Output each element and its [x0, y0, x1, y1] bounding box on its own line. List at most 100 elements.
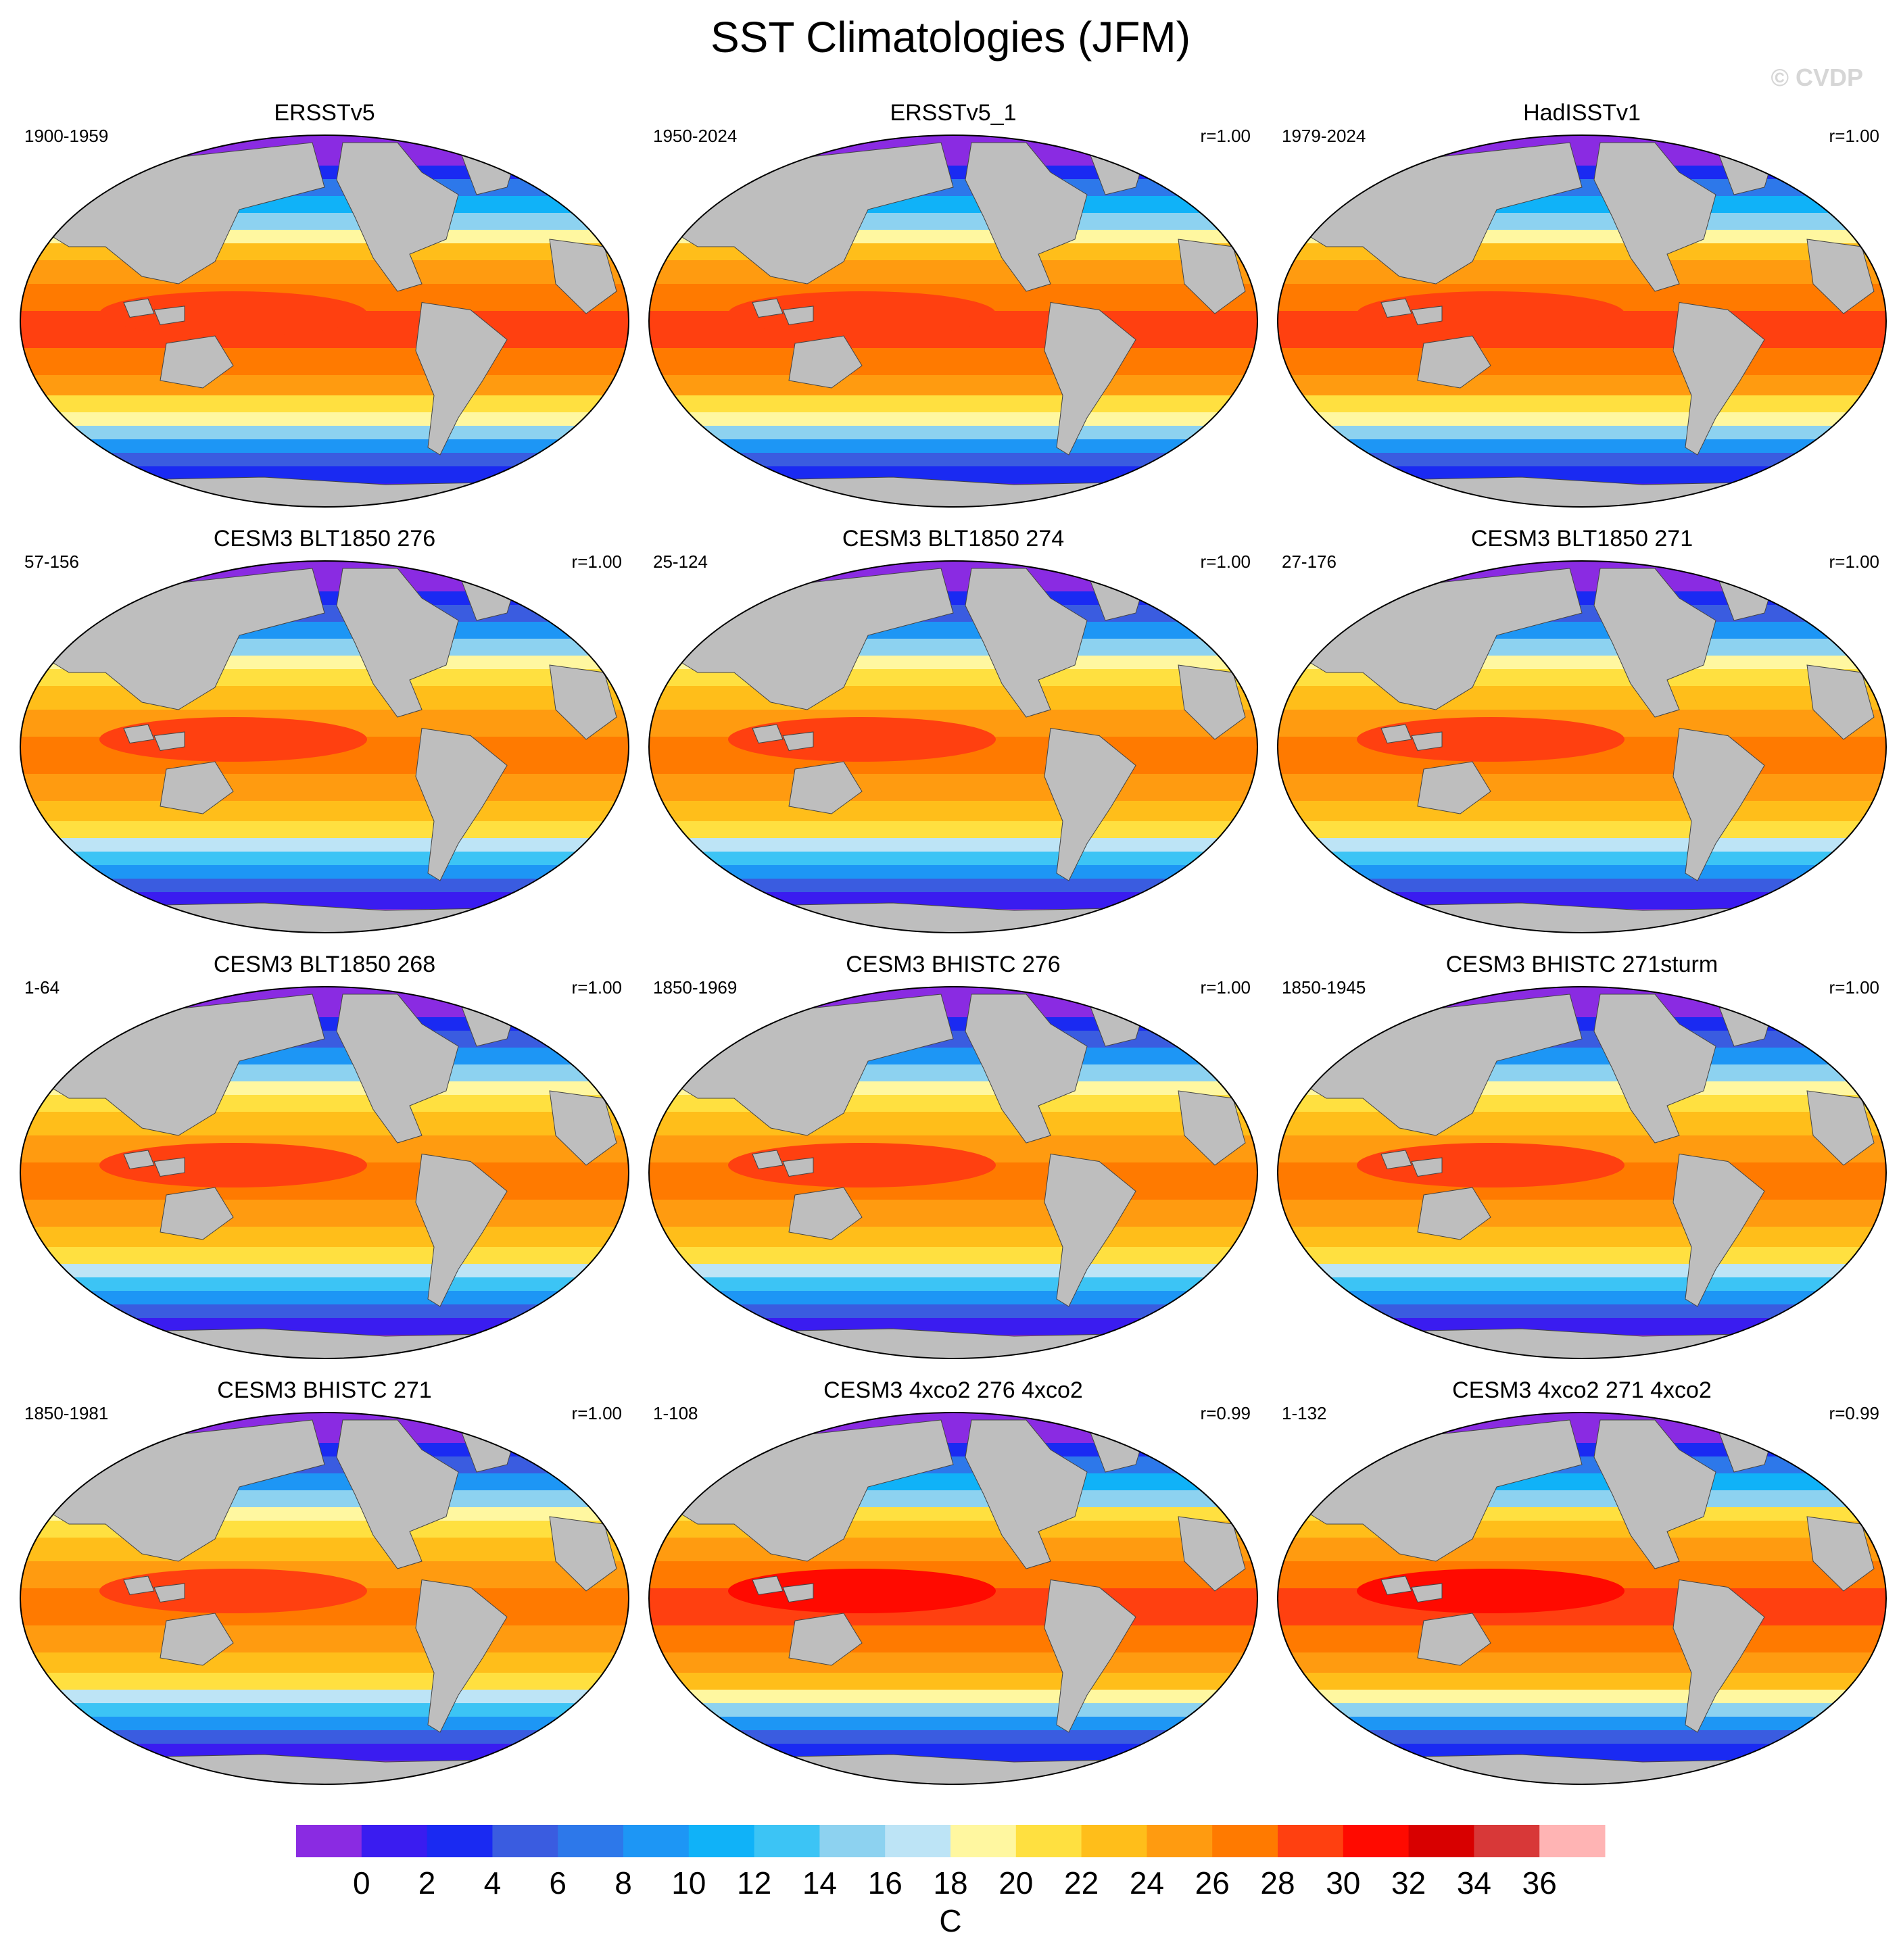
sst-band [1278, 821, 1886, 839]
land-mass [788, 761, 863, 814]
colorbar-swatch [558, 1825, 624, 1857]
sst-band [1278, 987, 1886, 1018]
panel-correlation: r=1.00 [571, 977, 622, 998]
land-mass [549, 1090, 617, 1166]
land-mass [752, 1150, 784, 1170]
land-mass [80, 1754, 569, 1784]
colorbar-tick-label: 34 [1457, 1865, 1491, 1901]
sst-band [20, 987, 629, 1018]
land-mass [336, 568, 459, 718]
land-mass [965, 994, 1088, 1144]
panel-period: 1979-2024 [1282, 126, 1366, 146]
land-mass [1338, 1328, 1826, 1358]
land-mass [709, 476, 1197, 507]
warm-pool [728, 1143, 996, 1187]
land-mass [336, 142, 459, 292]
colorbar-tick-label: 28 [1260, 1865, 1295, 1901]
sst-band [649, 1690, 1257, 1704]
map-outline [20, 560, 629, 933]
sst-band [1278, 260, 1886, 285]
sst-band [649, 821, 1257, 839]
land-mass [1417, 1613, 1491, 1666]
sst-map [20, 1412, 629, 1785]
sst-band [20, 591, 629, 606]
land-mass [1044, 727, 1136, 881]
colorbar-swatch [688, 1825, 755, 1857]
panel-title: CESM3 4xco2 271 4xco2 [1452, 1377, 1712, 1403]
land-mass [1806, 664, 1875, 740]
sst-band [649, 1227, 1257, 1248]
sst-band [649, 1200, 1257, 1227]
sst-band [1278, 439, 1886, 454]
land-mass [1806, 1516, 1875, 1592]
panel-title: CESM3 BHISTC 271sturm [1445, 952, 1718, 977]
sst-band [20, 1200, 629, 1227]
panel-title: ERSSTv5_1 [890, 100, 1017, 126]
sst-band [649, 1304, 1257, 1319]
land-mass [1593, 142, 1716, 292]
sst-band [20, 1538, 629, 1562]
sst-band [649, 1112, 1257, 1136]
land-mass [1593, 1419, 1716, 1569]
panel-correlation: r=1.00 [1829, 126, 1879, 146]
sst-band [20, 1413, 629, 1444]
sst-band [20, 801, 629, 822]
sst-band [1278, 1277, 1886, 1292]
panel-title: HadISSTv1 [1523, 100, 1641, 126]
sst-band [20, 348, 629, 376]
colorbar-tick-label: 2 [418, 1865, 436, 1901]
land-mass [1380, 724, 1412, 744]
colorbar-tick-label: 10 [671, 1865, 706, 1901]
land-mass [153, 731, 185, 752]
sst-band [649, 987, 1257, 1018]
colorbar-tick-label: 12 [737, 1865, 771, 1901]
panel-correlation: r=0.99 [1829, 1403, 1879, 1423]
map-panel-8: CESM3 BHISTC 276 1850-1969 r=1.00 [642, 946, 1264, 1365]
panel-title: CESM3 BHISTC 271 [217, 1377, 432, 1403]
sst-band [1278, 1304, 1886, 1319]
sst-band [649, 1443, 1257, 1457]
warm-pool [1357, 1143, 1625, 1187]
sst-band [20, 395, 629, 413]
sst-map [20, 560, 629, 933]
sst-band [20, 1264, 629, 1278]
warm-pool [1357, 291, 1625, 336]
sst-band [20, 1443, 629, 1457]
sst-band [20, 686, 629, 710]
panel-title: CESM3 BLT1850 271 [1470, 526, 1693, 552]
colorbar-tick-label: 4 [484, 1865, 502, 1901]
land-mass [336, 994, 459, 1144]
map-panel-12: CESM3 4xco2 271 4xco2 1-132 r=0.99 [1271, 1372, 1893, 1791]
sst-band [1278, 1413, 1886, 1444]
colorbar-swatch [1015, 1825, 1082, 1857]
panel-correlation: r=1.00 [1200, 126, 1251, 146]
map-outline [648, 560, 1258, 933]
colorbar-tick-label: 16 [868, 1865, 903, 1901]
map-outline [1277, 560, 1887, 933]
map-outline [20, 986, 629, 1359]
sst-band [20, 135, 629, 166]
colorbar-tick-label: 18 [933, 1865, 967, 1901]
sst-band [1278, 561, 1886, 592]
map-panel-4: CESM3 BLT1850 276 57-156 r=1.00 [14, 520, 635, 939]
colorbar-tick-label: 20 [998, 1865, 1033, 1901]
sst-band [1278, 1703, 1886, 1717]
sst-band [649, 1538, 1257, 1562]
colorbar-swatch [427, 1825, 493, 1857]
sst-band [20, 260, 629, 285]
sst-map [1277, 134, 1887, 508]
colorbar-swatch [950, 1825, 1017, 1857]
sst-band [649, 1247, 1257, 1265]
land-mass [1417, 1187, 1491, 1240]
land-mass [336, 1419, 459, 1569]
sst-band [649, 1413, 1257, 1444]
land-mass [415, 1579, 508, 1733]
sst-band [20, 1227, 629, 1248]
sst-band [1278, 395, 1886, 413]
land-mass [782, 305, 814, 326]
warm-pool [1357, 717, 1625, 762]
land-mass [1417, 335, 1491, 389]
panel-title: CESM3 4xco2 276 4xco2 [823, 1377, 1083, 1403]
sst-band [649, 879, 1257, 893]
sst-band [1278, 453, 1886, 467]
